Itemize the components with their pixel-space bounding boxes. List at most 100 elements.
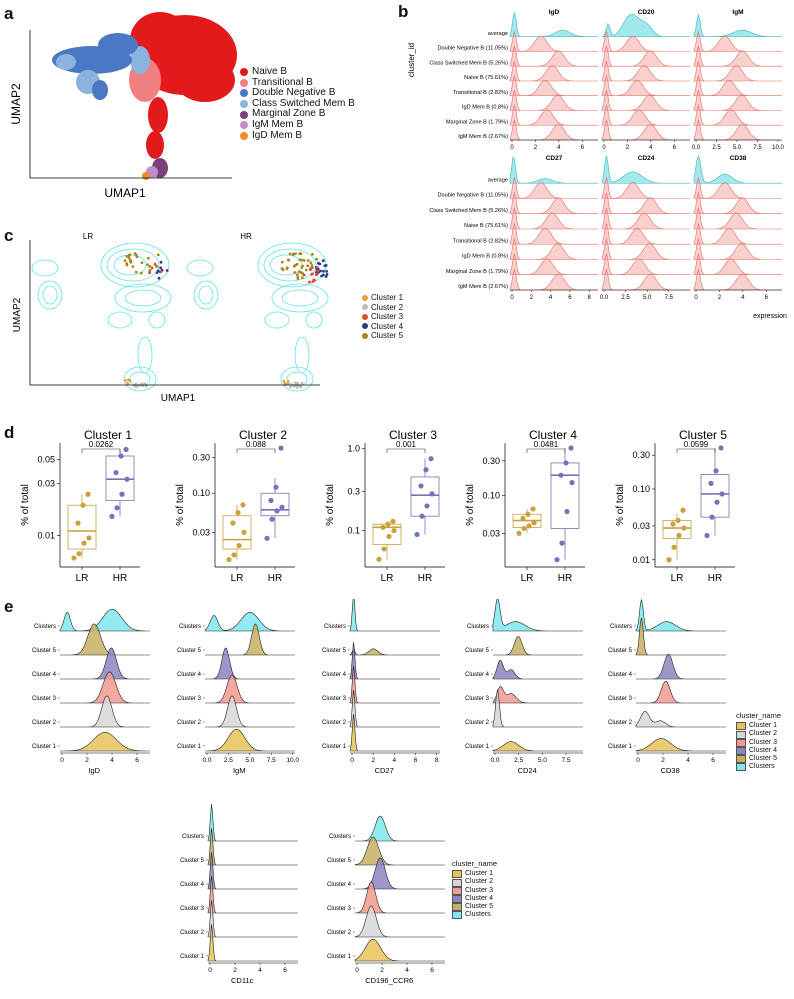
data-point [241, 529, 247, 535]
data-point [526, 523, 532, 529]
ridge-4 [601, 74, 691, 97]
ridge-4 [349, 690, 440, 728]
data-point [264, 535, 270, 541]
marker-label: IgD [88, 766, 100, 775]
panel-c-right-title: HR [240, 232, 252, 241]
ridge-2 [509, 45, 599, 67]
ridge-2 [492, 659, 583, 680]
panel-c-left-title: LR [83, 232, 93, 241]
data-point [390, 518, 396, 524]
legend-label: IgM Mem B [252, 118, 304, 130]
cluster-dot [283, 382, 287, 385]
ridge-5 [693, 89, 782, 111]
legend-item: Double Negative B [240, 88, 355, 99]
row-label: Class Switched Mem B (5.26%) [429, 60, 508, 66]
panel-c-ylabel: UMAP2 [12, 297, 23, 332]
data-point [424, 503, 430, 509]
cluster-dot [127, 378, 130, 381]
umap-lr [31, 242, 172, 392]
legend-swatch [452, 903, 462, 912]
ridge-3 [693, 59, 782, 82]
ridge-0 [355, 815, 445, 842]
tick-label: 5.0 [643, 295, 652, 301]
marker-label: CD196_CCR6 [365, 976, 413, 985]
ridge-2 [349, 642, 440, 680]
x-tick-label: HR [113, 573, 127, 584]
tick-label: 0 [350, 757, 354, 764]
tick-label: 0 [510, 145, 514, 151]
row-label: Class Switched Mem B (5.26%) [429, 208, 508, 214]
ridge-4 [492, 689, 583, 728]
tick-label: 8 [588, 295, 592, 301]
cluster-dot [155, 271, 159, 274]
cluster-dot [146, 263, 149, 266]
data-point [516, 530, 522, 536]
legend-label: Naive B [252, 66, 288, 77]
tick-label: 2 [85, 757, 89, 764]
tick-label: 6 [673, 145, 677, 151]
legend-label: Cluster 3 [749, 738, 778, 746]
data-point [559, 540, 565, 546]
pvalue-bracket [386, 448, 426, 453]
data-point [118, 453, 124, 459]
row-label: IgD Mem B (0.8%) [462, 254, 508, 260]
tick-label: 7.5 [753, 145, 762, 151]
tick-label: 6 [765, 295, 769, 301]
data-point [226, 556, 232, 563]
ridge-1 [601, 176, 690, 199]
data-point [414, 531, 420, 538]
legend-dot [362, 304, 368, 311]
tick-label: 0.0 [202, 757, 211, 764]
cluster-dot [127, 256, 131, 260]
y-tick-label: 0.30 [192, 452, 210, 462]
y-tick-label: 0.05 [37, 455, 55, 465]
cluster-dot [286, 380, 290, 383]
legend-swatch [736, 763, 746, 772]
row-label: Naive B (75.61%) [464, 223, 508, 229]
data-point [709, 514, 715, 520]
data-point [520, 515, 526, 522]
legend-label: Cluster 2 [465, 878, 494, 886]
cluster-dot [124, 379, 127, 382]
panel-c-legend: Cluster 1 Cluster 2 Cluster 3 Cluster 4 Clus… [362, 293, 403, 341]
row-label: Marginal Zone B (1.79%) [446, 269, 508, 275]
ridge-6 [693, 253, 783, 276]
cluster-dot [319, 269, 322, 273]
y-tick-label: 0.10 [192, 488, 210, 498]
panel-c-umap: LR HR UMAP1 UMAP2 [12, 232, 329, 404]
legend-item: Cluster 5 [736, 755, 781, 764]
data-point [236, 542, 242, 549]
ridge-0 [693, 154, 783, 184]
cluster-dot [301, 264, 304, 268]
x-tick-label: HR [558, 573, 572, 584]
pvalue: 0.001 [396, 440, 417, 449]
tick-label: 2.5 [621, 295, 630, 301]
ridge-6 [509, 104, 599, 126]
ridge-4 [509, 74, 599, 97]
data-point [563, 460, 569, 466]
ridge-5 [601, 89, 690, 111]
data-point [718, 445, 724, 451]
ridge-1 [205, 623, 295, 656]
tick-label: 2 [534, 145, 538, 151]
ridge-1 [509, 30, 598, 52]
ridge-3 [601, 59, 690, 82]
ridge-6 [601, 104, 691, 126]
cluster-dot [295, 386, 299, 389]
cluster-dot [288, 385, 292, 389]
pvalue-bracket [81, 448, 121, 453]
cluster-dot [293, 271, 297, 274]
ridge-1 [493, 636, 583, 656]
ridge-1 [354, 836, 445, 866]
ridge-1 [635, 617, 726, 656]
legend-item: Cluster 4 [362, 322, 403, 332]
panel-a-legend: Naive B Transitional B Double Negative B Cl… [240, 66, 355, 141]
ridge-4 [205, 695, 295, 728]
cluster-dot [159, 266, 163, 270]
legend-dot [240, 89, 248, 98]
row-label: Cluster 2 [322, 720, 347, 726]
row-label: Cluster 5 [177, 648, 202, 654]
row-label: Cluster 2 [177, 720, 202, 726]
legend-label: Cluster 3 [465, 886, 494, 894]
data-point [123, 446, 129, 453]
